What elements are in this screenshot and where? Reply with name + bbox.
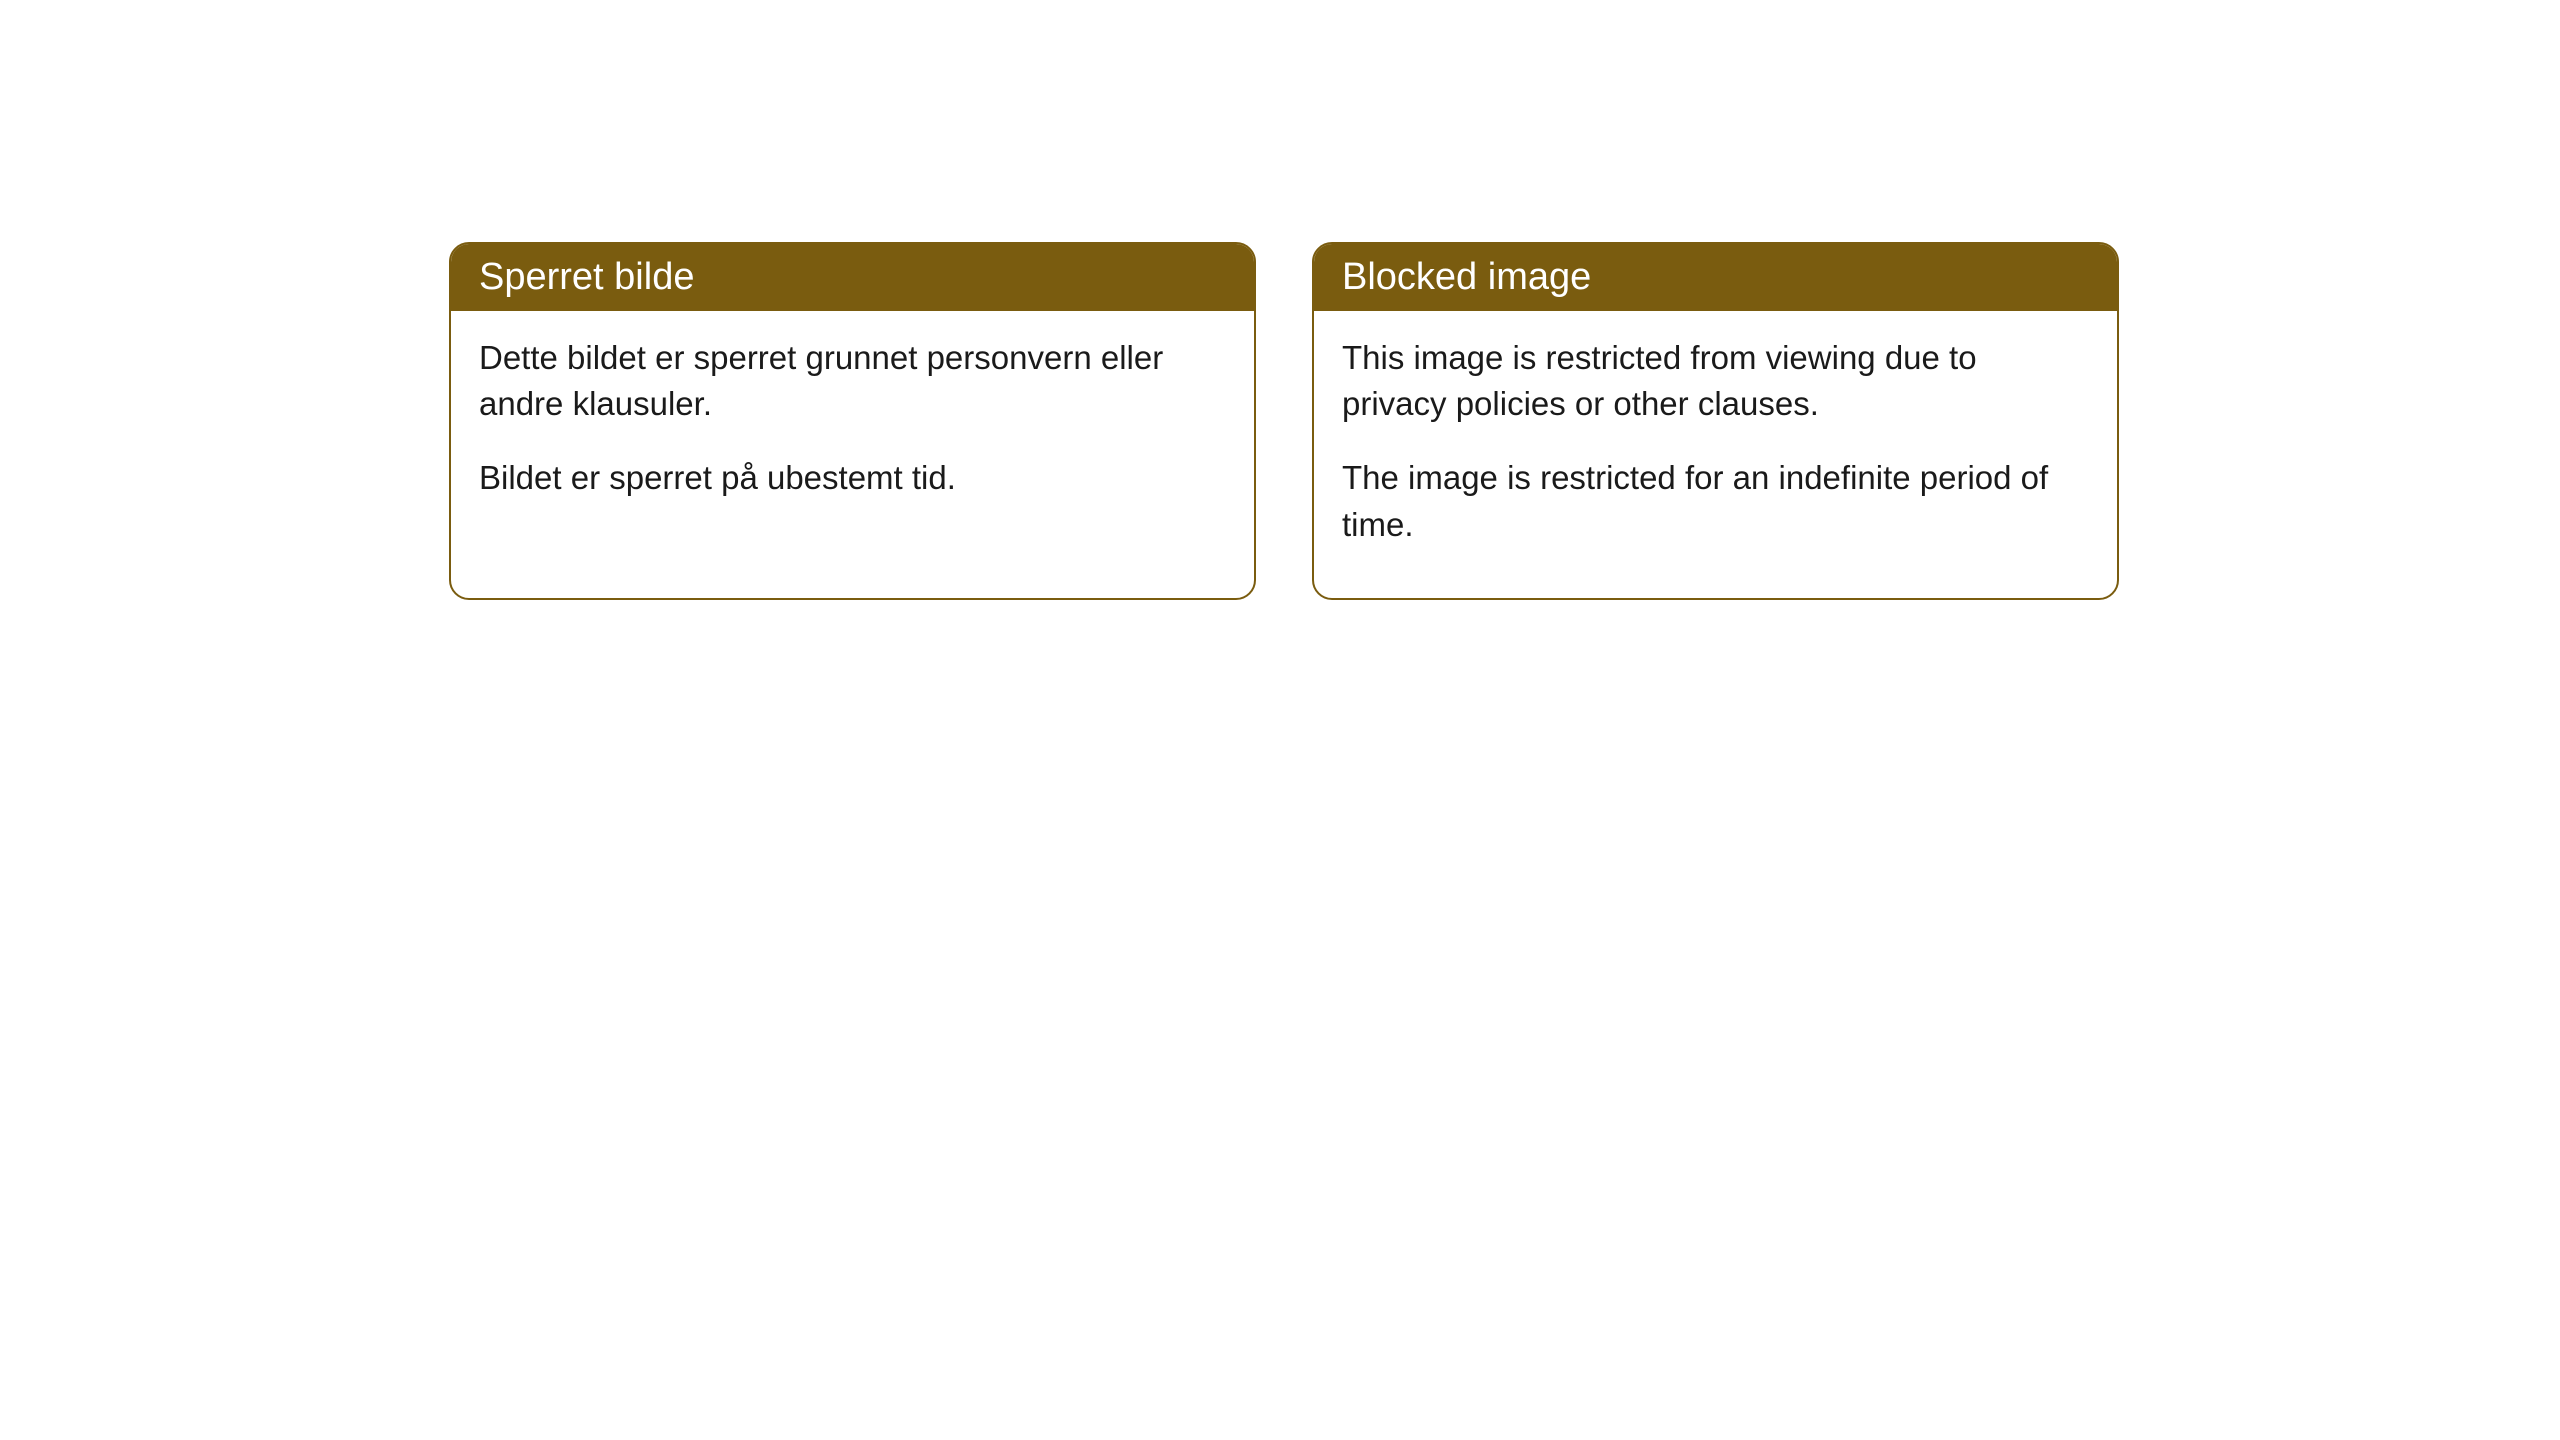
- card-body-english: This image is restricted from viewing du…: [1314, 311, 2117, 598]
- notice-card-english: Blocked image This image is restricted f…: [1312, 242, 2119, 600]
- card-paragraph: Bildet er sperret på ubestemt tid.: [479, 455, 1226, 501]
- notice-card-norwegian: Sperret bilde Dette bildet er sperret gr…: [449, 242, 1256, 600]
- card-paragraph: This image is restricted from viewing du…: [1342, 335, 2089, 427]
- card-paragraph: Dette bildet er sperret grunnet personve…: [479, 335, 1226, 427]
- card-title: Sperret bilde: [479, 256, 694, 298]
- card-paragraph: The image is restricted for an indefinit…: [1342, 455, 2089, 547]
- card-title: Blocked image: [1342, 256, 1591, 298]
- card-header-norwegian: Sperret bilde: [451, 244, 1254, 311]
- card-body-norwegian: Dette bildet er sperret grunnet personve…: [451, 311, 1254, 552]
- notice-cards-container: Sperret bilde Dette bildet er sperret gr…: [449, 242, 2119, 600]
- card-header-english: Blocked image: [1314, 244, 2117, 311]
